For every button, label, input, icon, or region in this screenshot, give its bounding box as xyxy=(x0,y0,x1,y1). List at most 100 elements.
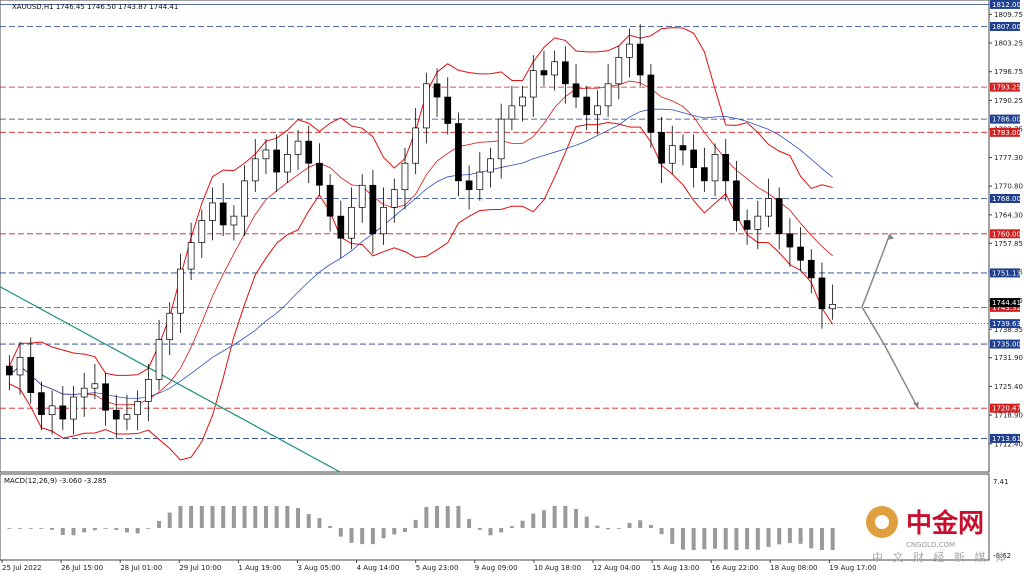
macd-bar xyxy=(82,528,87,533)
time-tick-label: 18 Aug 08:00 xyxy=(770,564,817,572)
candle-body xyxy=(476,171,484,191)
candle-body xyxy=(380,206,387,235)
macd-bar xyxy=(381,528,386,539)
candle-body xyxy=(700,167,708,182)
level-tag xyxy=(990,114,1020,124)
macd-bar xyxy=(734,528,739,550)
candle-body xyxy=(358,184,366,208)
candle-body xyxy=(134,401,142,416)
macd-bar xyxy=(157,521,162,528)
bullish-projection xyxy=(861,233,891,308)
candlesticks xyxy=(5,24,837,439)
macd-bar xyxy=(189,506,194,528)
price-tick-label: 1731.90 xyxy=(994,354,1023,362)
macd-bar xyxy=(616,528,621,529)
candle-body xyxy=(59,405,67,420)
level-tag xyxy=(990,21,1020,31)
macd-bar xyxy=(574,508,579,528)
level-tag xyxy=(990,302,1020,312)
candle-body xyxy=(636,43,644,76)
macd-bar xyxy=(221,506,226,528)
candle-body xyxy=(711,154,719,182)
macd-bar xyxy=(424,506,429,528)
watermark-tagline: 中 文 财 经 新 媒 体 xyxy=(872,550,1009,564)
macd-bar xyxy=(435,506,440,528)
time-tick-label: 10 Aug 18:00 xyxy=(534,564,581,572)
macd-bar xyxy=(648,524,653,528)
candle-body xyxy=(444,96,452,124)
macd-bar xyxy=(392,528,397,535)
candle-body xyxy=(38,392,45,416)
time-tick-label: 25 Jul 2022 xyxy=(2,564,42,572)
macd-bar xyxy=(787,528,792,544)
level-tag-label: 1735.00 xyxy=(992,341,1021,349)
time-tick-label: 16 Aug 22:00 xyxy=(711,564,758,572)
macd-bar xyxy=(92,528,97,531)
level-tags: 1812.00 1807.00 1793.25 1786.00 1783.00 1768.… xyxy=(990,0,1021,443)
macd-bar xyxy=(509,526,514,528)
level-tag-label: 1720.47 xyxy=(992,405,1021,413)
candle-body xyxy=(594,105,601,116)
candle-body xyxy=(497,118,505,160)
descending-trendline xyxy=(0,286,341,473)
level-tag-label: 1783.00 xyxy=(992,129,1021,137)
macd-bar xyxy=(691,528,696,550)
lower-band xyxy=(9,121,834,461)
macd-tick-top: 7.41 xyxy=(993,478,1009,486)
macd-bar xyxy=(531,513,536,528)
candle-body xyxy=(540,70,548,76)
macd-bar xyxy=(263,506,268,528)
candle-body xyxy=(102,383,109,411)
time-tick-label: 9 Aug 09:00 xyxy=(475,564,518,572)
time-tick-label: 4 Aug 14:00 xyxy=(357,564,400,572)
macd-bar xyxy=(285,506,290,528)
level-tag-label: 1743.32 xyxy=(992,304,1021,312)
macd-bar xyxy=(349,528,354,543)
level-tag-label: 1807.00 xyxy=(992,23,1021,31)
level-tag-label: 1751.13 xyxy=(992,269,1021,277)
candle-body xyxy=(690,149,698,168)
candle-body xyxy=(433,83,441,98)
candle-body xyxy=(529,70,537,98)
macd-histogram xyxy=(7,506,835,550)
macd-header: MACD(12,26,9) -3.060 -3.285 xyxy=(4,477,107,485)
candle-body xyxy=(679,145,687,151)
candle-body xyxy=(765,198,772,217)
candle-body xyxy=(722,154,730,182)
macd-bar xyxy=(178,506,183,528)
candle-body xyxy=(797,246,804,261)
level-tag-label: 1786.00 xyxy=(992,116,1021,124)
candle-body xyxy=(615,56,623,85)
candle-body xyxy=(326,184,334,217)
price-tick-label: 1777.30 xyxy=(994,154,1023,162)
macd-bar xyxy=(520,520,525,528)
candle-body xyxy=(209,202,216,221)
candle-body xyxy=(422,83,430,129)
macd-bar xyxy=(638,520,643,528)
price-tick-label: 1712.40 xyxy=(994,440,1023,448)
watermark-brand: 中金网 xyxy=(906,508,984,539)
candle-body xyxy=(198,220,206,243)
candle-body xyxy=(144,379,152,402)
macd-bar xyxy=(242,506,247,528)
price-tick-label: 1790.25 xyxy=(994,97,1023,105)
candle-body xyxy=(668,145,676,164)
level-tag xyxy=(990,127,1020,137)
price-tick-label: 1803.25 xyxy=(994,40,1023,48)
price-tick-label: 1718.90 xyxy=(994,412,1023,420)
macd-bar xyxy=(370,528,375,545)
level-tag xyxy=(990,229,1020,239)
macd-bar xyxy=(124,528,129,533)
macd-bar xyxy=(541,510,546,528)
candle-body xyxy=(733,180,740,221)
candle-body xyxy=(27,356,35,393)
candle-body xyxy=(519,96,526,107)
candle-body xyxy=(262,149,270,160)
macd-bar xyxy=(627,522,632,528)
candle-body xyxy=(241,180,248,217)
macd-bar xyxy=(338,528,343,537)
candle-body xyxy=(48,405,56,416)
macd-bar xyxy=(71,528,76,536)
candle-body xyxy=(572,83,580,98)
current-price-label: 1744.41 xyxy=(992,299,1021,307)
